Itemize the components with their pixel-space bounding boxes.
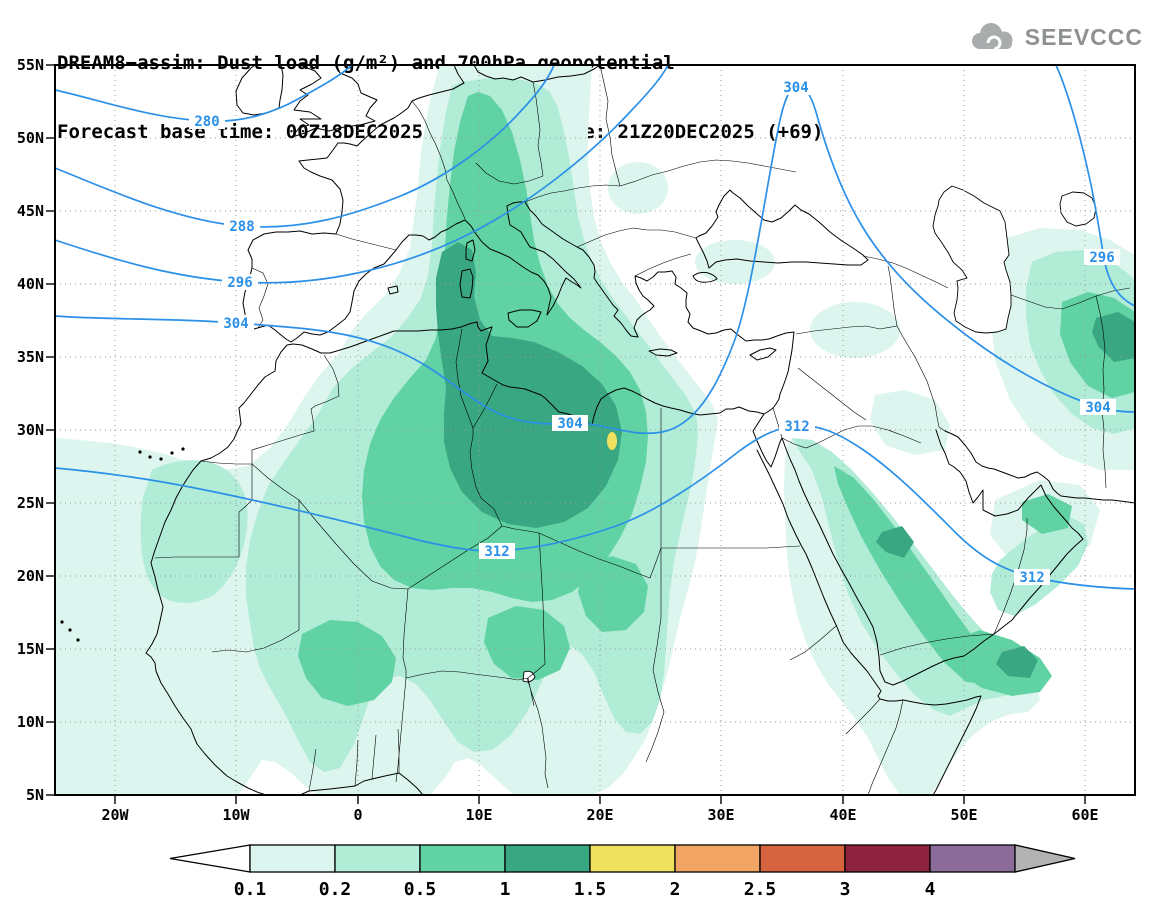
colorbar-segment (589, 844, 676, 873)
lon-tick-label: 50E (950, 806, 977, 824)
colorbar-tick-label: 1.5 (574, 879, 607, 900)
coastlines (60, 65, 1135, 795)
colorbar-tick-label: 1 (500, 879, 511, 900)
latitude-axis: 55N 50N 45N 40N 35N 30N 25N 20N 15N 10N … (17, 56, 55, 804)
colorbar-segment (929, 844, 1016, 873)
colorbar-segment (844, 844, 931, 873)
colorbar-tick-label: 4 (925, 879, 936, 900)
colorbar-segment (759, 844, 846, 873)
lon-tick-label: 10W (222, 806, 250, 824)
geopotential-contour-lines (55, 65, 1135, 590)
colorbar-segment (504, 844, 591, 873)
water-bodies (522, 185, 1097, 683)
dust-maximum-spot (607, 432, 617, 450)
contour-label: 304 (557, 416, 582, 432)
colorbar-segment (249, 844, 336, 873)
lon-tick-label: 20E (586, 806, 613, 824)
longitude-axis: 20W 10W 0 10E 20E 30E 40E 50E 60E (101, 795, 1099, 824)
contour-label: 304 (783, 80, 808, 96)
lat-tick-label: 25N (17, 494, 44, 512)
colorbar-tick-label: 2 (670, 879, 681, 900)
contour-label: 312 (784, 419, 809, 435)
contour-label: 280 (194, 114, 219, 130)
contour-label: 312 (484, 544, 509, 560)
lon-tick-label: 30E (707, 806, 734, 824)
contour-label: 296 (227, 275, 252, 291)
lat-tick-label: 10N (17, 713, 44, 731)
contour-label: 296 (1089, 250, 1114, 266)
lat-tick-label: 35N (17, 348, 44, 366)
contour-labels: 280 288 296 304 304 304 304 312 312 312 … (189, 79, 1120, 586)
lat-tick-label: 50N (17, 129, 44, 147)
lat-tick-label: 45N (17, 202, 44, 220)
colorbar-left-arrow (169, 844, 251, 873)
colorbar-tick-label: 0.1 (234, 879, 267, 900)
lat-tick-label: 15N (17, 640, 44, 658)
dust-shading-layer (55, 65, 1135, 795)
country-borders (154, 65, 1131, 795)
colorbar-segment (334, 844, 421, 873)
seevccc-logo-text: SEEVCCC (1024, 23, 1143, 50)
colorbar-segment (419, 844, 506, 873)
colorbar-tick-label: 2.5 (744, 879, 777, 900)
colorbar-tick-label: 0.2 (319, 879, 352, 900)
colorbar-tick-label: 3 (840, 879, 851, 900)
contour-label: 288 (229, 219, 254, 235)
contour-label: 304 (1085, 400, 1110, 416)
seevccc-cloud-icon (971, 23, 1013, 51)
lon-tick-label: 60E (1071, 806, 1098, 824)
colorbar-right-arrow (1014, 844, 1076, 873)
lon-tick-label: 40E (829, 806, 856, 824)
lat-tick-label: 55N (17, 56, 44, 74)
lon-tick-label: 0 (353, 806, 362, 824)
colorbar-segment (674, 844, 761, 873)
lat-tick-label: 40N (17, 275, 44, 293)
lon-tick-label: 10E (465, 806, 492, 824)
lat-tick-label: 30N (17, 421, 44, 439)
lat-tick-label: 20N (17, 567, 44, 585)
colorbar: 0.1 0.2 0.5 1 1.5 2 2.5 3 4 (169, 844, 1076, 900)
lon-tick-label: 20W (101, 806, 129, 824)
contour-label: 312 (1019, 570, 1044, 586)
colorbar-tick-label: 0.5 (404, 879, 437, 900)
contour-label: 304 (223, 316, 248, 332)
lat-tick-label: 5N (26, 786, 44, 804)
seevccc-logo: SEEVCCC (966, 20, 1143, 54)
